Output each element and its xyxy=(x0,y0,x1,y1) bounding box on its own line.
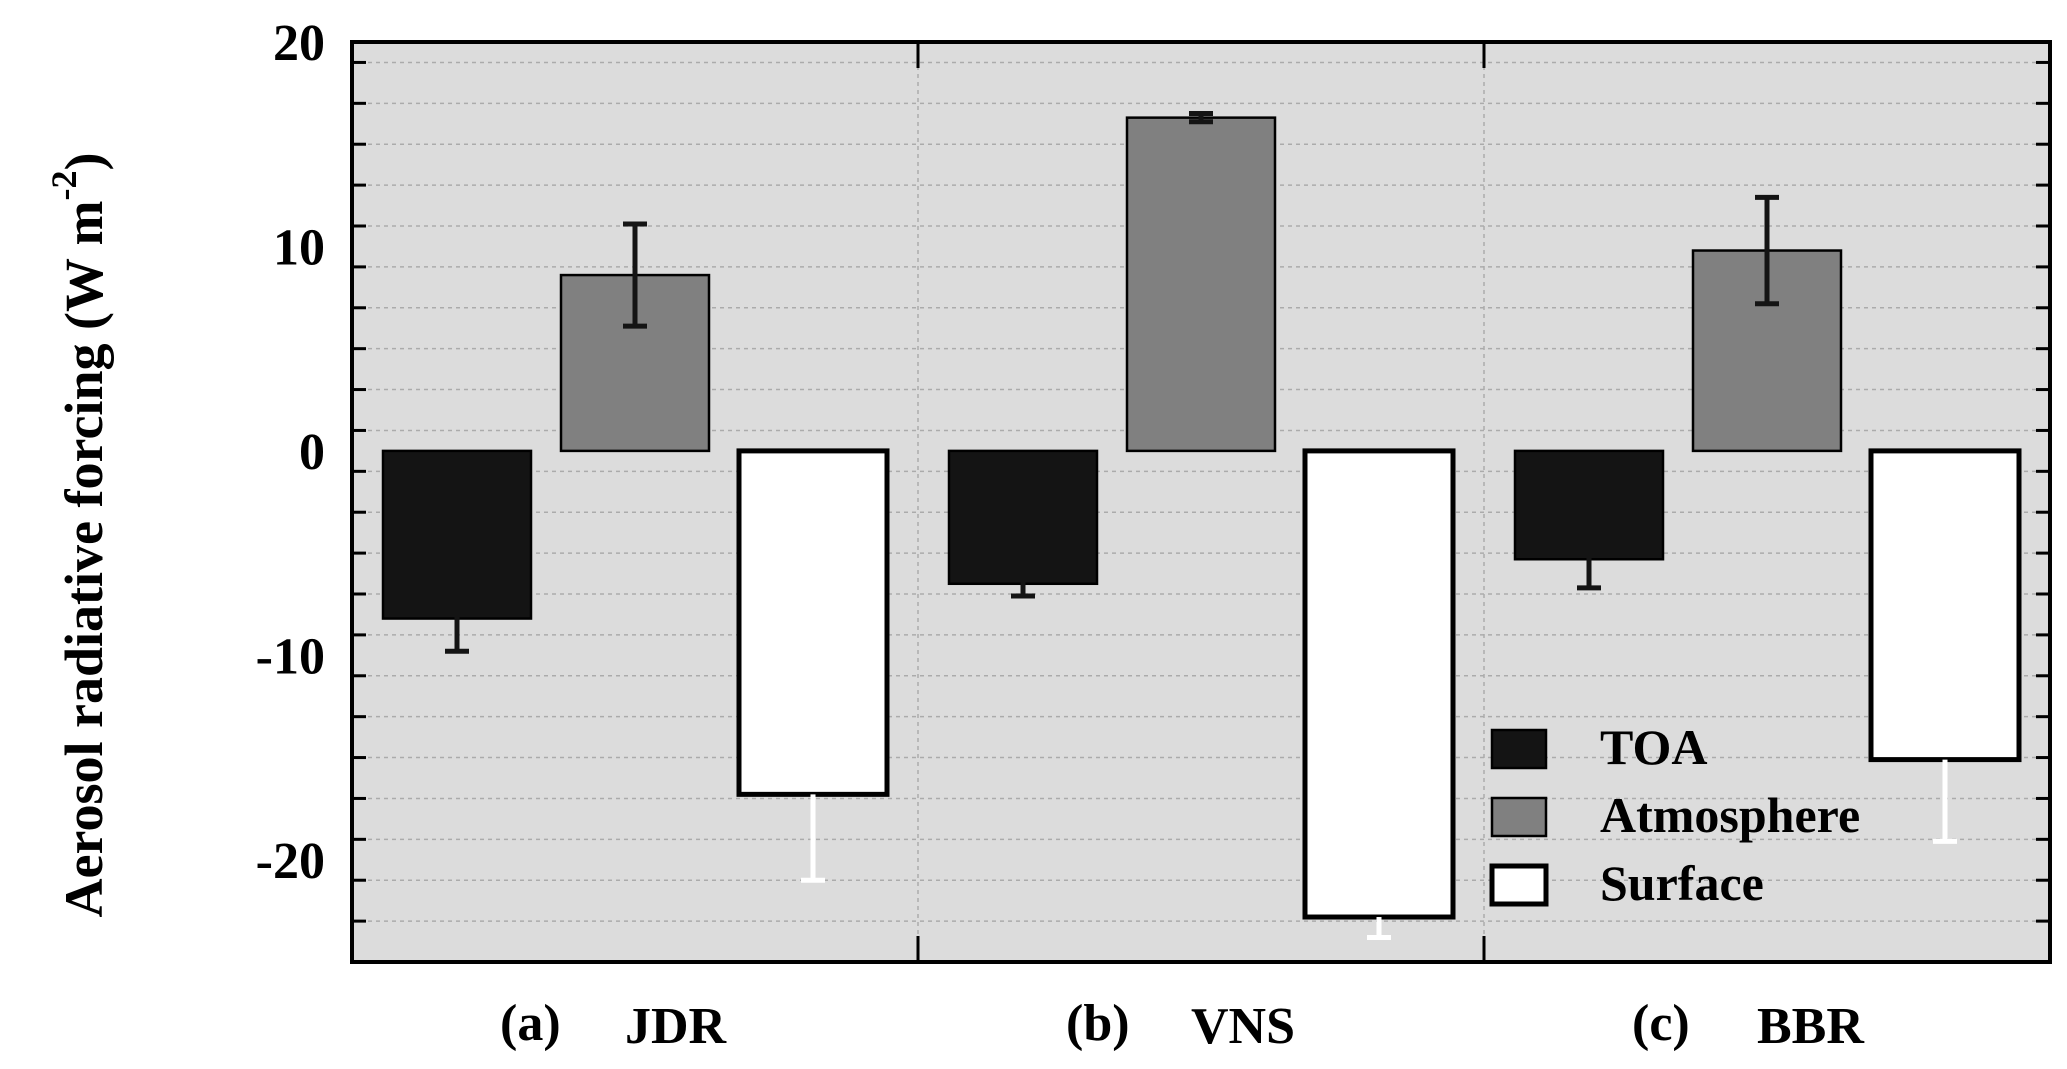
y-tick-label: 0 xyxy=(299,424,325,481)
legend-label-atmosphere: Atmosphere xyxy=(1600,787,1860,843)
legend-swatch-toa xyxy=(1490,728,1548,770)
error-bar-atmosphere-jdr xyxy=(623,221,647,329)
bar-surface-vns xyxy=(1302,448,1456,920)
y-tick-label: -20 xyxy=(256,833,325,890)
y-axis-title: Aerosol radiative forcing (W m-2) xyxy=(44,153,114,918)
bar-surface-bbr xyxy=(1868,448,2022,763)
legend: TOA Atmosphere Surface xyxy=(1489,719,1860,911)
error-bar-toa-jdr xyxy=(445,583,469,654)
error-bar-toa-bbr xyxy=(1577,528,1601,591)
legend-swatch-atmosphere xyxy=(1490,796,1548,838)
legend-label-toa: TOA xyxy=(1600,719,1707,775)
y-axis-title-close: ) xyxy=(54,153,114,171)
bar-toa-vns xyxy=(947,449,1099,586)
error-bar-atmosphere-vns xyxy=(1189,111,1213,125)
category-prefix: (a) xyxy=(500,995,561,1052)
y-tick-label: 20 xyxy=(273,15,325,72)
bar-atmosphere-vns xyxy=(1125,116,1277,453)
y-tick-label: -10 xyxy=(256,628,325,685)
error-bar-surface-jdr xyxy=(801,794,825,883)
category-name: JDR xyxy=(625,998,728,1055)
legend-swatch-surface xyxy=(1489,863,1549,907)
y-tick-label: 10 xyxy=(273,219,325,276)
category-name: BBR xyxy=(1757,998,1865,1055)
error-bar-surface-bbr xyxy=(1933,759,1957,844)
plot-frame xyxy=(350,40,2052,964)
error-bar-toa-vns xyxy=(1011,569,1035,599)
error-bar-surface-vns xyxy=(1367,917,1391,940)
y-axis-labels: 20 10 0 -10 -20 xyxy=(256,15,325,890)
bars xyxy=(381,111,2022,940)
error-bar-atmosphere-bbr xyxy=(1755,194,1779,307)
category-dividers xyxy=(917,42,1485,962)
y-axis-title-main: Aerosol radiative forcing (W m xyxy=(54,201,114,918)
y-axis-title-sup: -2 xyxy=(44,171,84,201)
category-name: VNS xyxy=(1191,998,1295,1055)
bar-surface-jdr xyxy=(736,448,890,797)
legend-label-surface: Surface xyxy=(1600,855,1764,911)
category-labels: (a) JDR (b) VNS (c) BBR xyxy=(500,995,1865,1055)
category-prefix: (c) xyxy=(1632,995,1690,1052)
category-prefix: (b) xyxy=(1066,995,1130,1052)
